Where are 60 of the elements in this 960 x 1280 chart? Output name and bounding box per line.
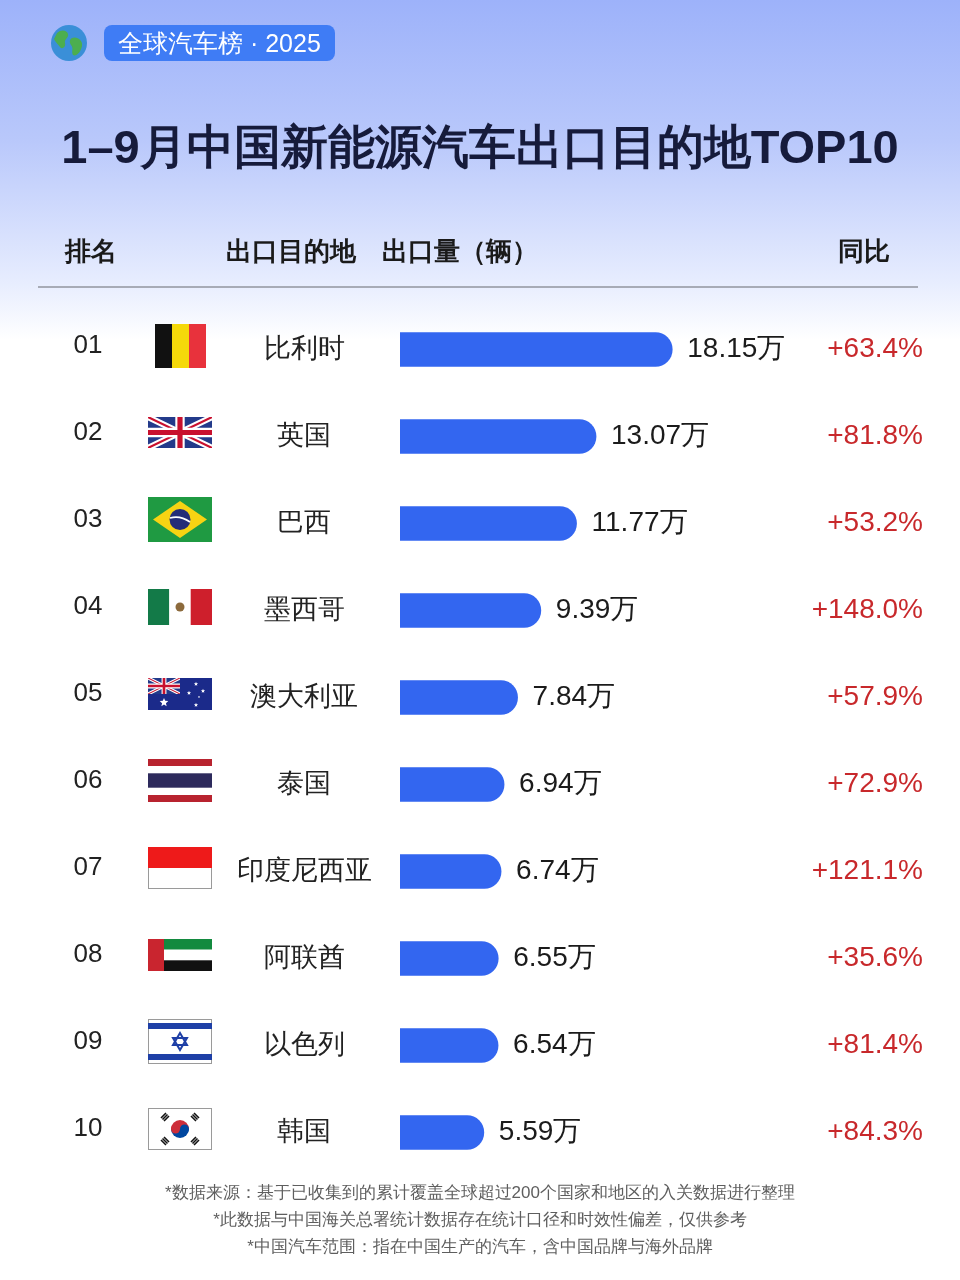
- text: +148.0%: [811, 593, 923, 625]
- y-tick-label: 巴西: [277, 506, 331, 537]
- bar: [400, 767, 505, 802]
- text: +53.2%: [827, 506, 923, 538]
- badge: 全球汽车榜 · 2025: [104, 25, 335, 61]
- text: 同比: [837, 236, 891, 266]
- text: +84.3%: [827, 1115, 923, 1147]
- text: 05: [73, 676, 103, 707]
- text: +81.8%: [827, 419, 923, 451]
- bar: [400, 419, 597, 454]
- y-tick-label: 泰国: [277, 767, 331, 798]
- data-label: 11.77万: [591, 506, 688, 538]
- y-tick-label: 澳大利亚: [250, 680, 358, 711]
- data-label: 13.07万: [611, 419, 710, 451]
- bar: [400, 332, 673, 367]
- data-label: 5.59万: [498, 1115, 582, 1147]
- y-tick-label: 韩国: [277, 1115, 331, 1146]
- text: +81.4%: [827, 1028, 923, 1060]
- bar: [400, 1115, 485, 1150]
- text: +121.1%: [811, 854, 923, 886]
- text: +63.4%: [827, 332, 923, 364]
- y-tick-label: 比利时: [263, 332, 345, 363]
- bar: [400, 593, 542, 628]
- bar: [400, 941, 499, 976]
- y-tick-label: 印度尼西亚: [236, 854, 372, 885]
- text: 02: [73, 415, 103, 446]
- text: 10: [73, 1111, 103, 1142]
- data-label: 18.15万: [687, 332, 786, 364]
- bar: [400, 506, 577, 541]
- chart-title: 1–9月中国新能源汽车出口目的地TOP10: [60, 119, 900, 175]
- text: *中国汽车范围：指在中国生产的汽车，含中国品牌与海外品牌: [246, 1236, 714, 1258]
- x-axis-title: 出口量（辆）: [382, 236, 538, 266]
- text: *数据来源：基于已收集到的累计覆盖全球超过200个国家和地区的入关数据进行整理: [164, 1182, 796, 1204]
- text: +72.9%: [827, 767, 923, 799]
- text: 09: [73, 1024, 103, 1055]
- bar: [400, 1028, 499, 1063]
- text: 04: [73, 589, 103, 620]
- y-tick-label: 以色列: [263, 1028, 345, 1059]
- text: 07: [73, 850, 103, 881]
- data-label: 6.74万: [516, 854, 599, 886]
- data-label: 6.55万: [513, 941, 596, 973]
- data-label: 6.54万: [513, 1028, 596, 1060]
- text: +35.6%: [827, 941, 923, 973]
- data-label: 6.94万: [519, 767, 602, 799]
- text: 06: [73, 763, 103, 794]
- y-tick-label: 阿联酋: [263, 941, 345, 972]
- text: 01: [73, 328, 103, 359]
- y-tick-label: 英国: [277, 419, 331, 450]
- bar: [400, 854, 502, 889]
- data-label: 9.39万: [555, 593, 639, 625]
- data-label: 7.84万: [532, 680, 616, 712]
- y-tick-label: 墨西哥: [263, 593, 345, 624]
- y-axis-title: 出口目的地: [225, 236, 357, 266]
- chart-subtitle: 全球汽车榜 · 2025: [118, 28, 321, 59]
- text: 08: [73, 937, 103, 968]
- text: *此数据与中国海关总署统计数据存在统计口径和时效性偏差，仅供参考: [212, 1209, 748, 1231]
- text: 排名: [63, 236, 118, 266]
- text: 03: [73, 502, 103, 533]
- bar: [400, 680, 518, 715]
- text: +57.9%: [827, 680, 923, 712]
